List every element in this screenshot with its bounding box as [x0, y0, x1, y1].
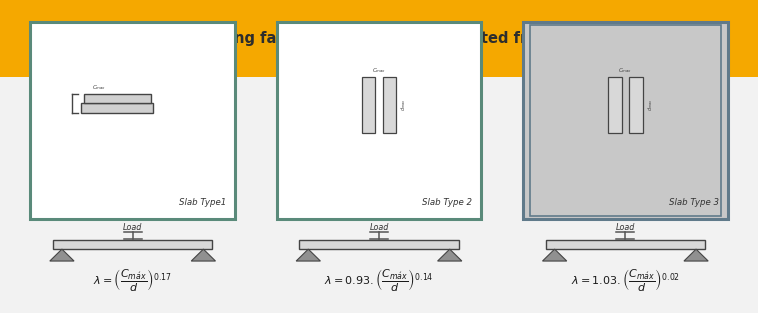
Polygon shape [684, 249, 708, 261]
Text: $d_{max}$: $d_{max}$ [399, 99, 409, 111]
Text: Load: Load [123, 223, 143, 232]
Text: $C_{max}$: $C_{max}$ [372, 66, 386, 75]
Text: Slab Type1: Slab Type1 [179, 198, 226, 207]
Text: $\lambda = 0.93.\left(\dfrac{C_{m\acute{a}x}}{d}\right)^{0.14}$: $\lambda = 0.93.\left(\dfrac{C_{m\acute{… [324, 267, 434, 293]
Bar [299, 240, 459, 249]
Bar [523, 22, 728, 219]
Bar [0, 0, 758, 77]
Text: $C_{max}$: $C_{max}$ [619, 66, 632, 75]
Bar [546, 240, 705, 249]
Bar [277, 22, 481, 219]
Polygon shape [50, 249, 74, 261]
Bar [383, 77, 396, 133]
Text: Load: Load [615, 223, 635, 232]
Text: $\lambda = \left(\dfrac{C_{m\acute{a}x}}{d}\right)^{0.17}$: $\lambda = \left(\dfrac{C_{m\acute{a}x}}… [93, 267, 172, 293]
Polygon shape [437, 249, 462, 261]
Text: Slab Type 2: Slab Type 2 [422, 198, 472, 207]
Bar [362, 77, 375, 133]
Bar [0, 77, 758, 313]
Bar [53, 240, 212, 249]
Bar [608, 77, 622, 133]
Bar [629, 77, 643, 133]
Polygon shape [543, 249, 567, 261]
Bar [82, 103, 153, 113]
Text: $C_{max}$: $C_{max}$ [92, 83, 106, 92]
Text: Figure 4 – Bending factors for flat slabs (adapted from Oliveira (8)): Figure 4 – Bending factors for flat slab… [101, 31, 657, 46]
Text: Slab Type 3: Slab Type 3 [669, 198, 719, 207]
Polygon shape [191, 249, 215, 261]
Bar [84, 94, 151, 103]
Polygon shape [296, 249, 321, 261]
Bar [30, 22, 235, 219]
Text: Load: Load [369, 223, 389, 232]
Text: $\lambda = 1.03.\left(\dfrac{C_{m\acute{a}x}}{d}\right)^{0.02}$: $\lambda = 1.03.\left(\dfrac{C_{m\acute{… [571, 267, 680, 293]
Bar [530, 25, 721, 216]
Text: $d_{max}$: $d_{max}$ [646, 99, 655, 111]
